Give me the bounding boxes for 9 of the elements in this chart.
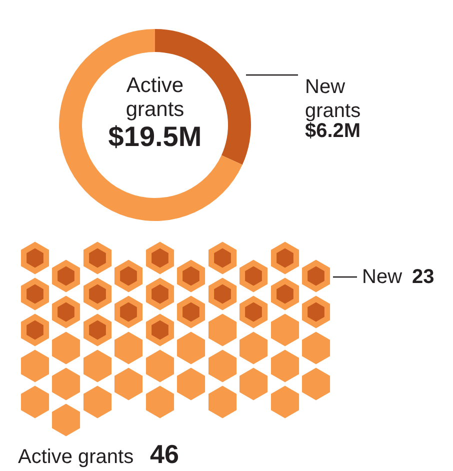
text: Active grants <box>126 74 184 121</box>
data-label: 46 <box>150 439 179 469</box>
donut-slice <box>59 29 242 221</box>
category-label: New <box>362 266 403 288</box>
category-label: Active grants <box>18 446 134 468</box>
slice-label: New grants <box>305 76 361 122</box>
data-label: $6.2M <box>305 120 361 142</box>
data-label: 23 <box>412 266 434 288</box>
text: $19.5M <box>108 121 202 152</box>
